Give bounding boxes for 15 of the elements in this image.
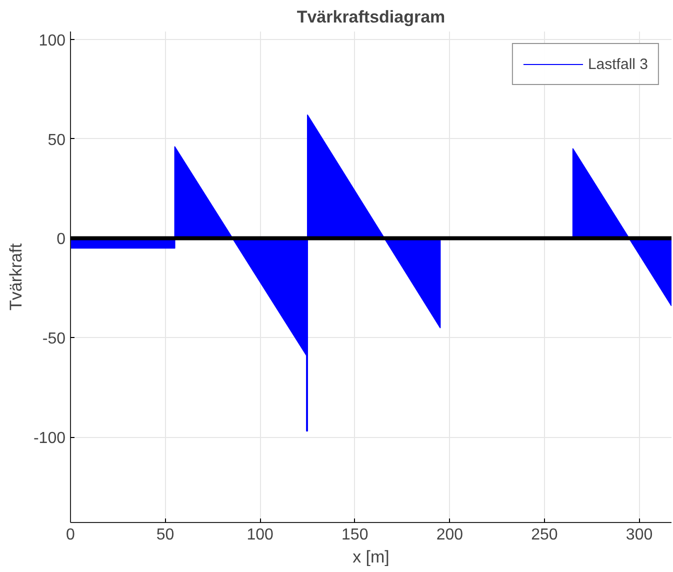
x-tick-label: 250 <box>531 526 558 544</box>
y-axis-title: Tvärkraft <box>6 243 26 311</box>
x-tick-label: 150 <box>342 526 368 544</box>
x-axis-title: x [m] <box>352 548 390 566</box>
y-tick-label: -100 <box>33 430 66 448</box>
legend-label: Lastfall 3 <box>588 56 648 72</box>
x-tick-label: 50 <box>156 526 174 544</box>
y-tick-label: 50 <box>48 132 66 149</box>
y-tick-label: -50 <box>42 330 66 348</box>
y-tick-label: 0 <box>56 231 66 248</box>
x-tick-label: 100 <box>246 526 274 544</box>
x-tick-label: 200 <box>436 526 464 544</box>
x-tick-label: 300 <box>626 526 653 544</box>
chart-title: Tvärkraftsdiagram <box>296 8 446 26</box>
y-tick-label: 100 <box>38 32 66 50</box>
